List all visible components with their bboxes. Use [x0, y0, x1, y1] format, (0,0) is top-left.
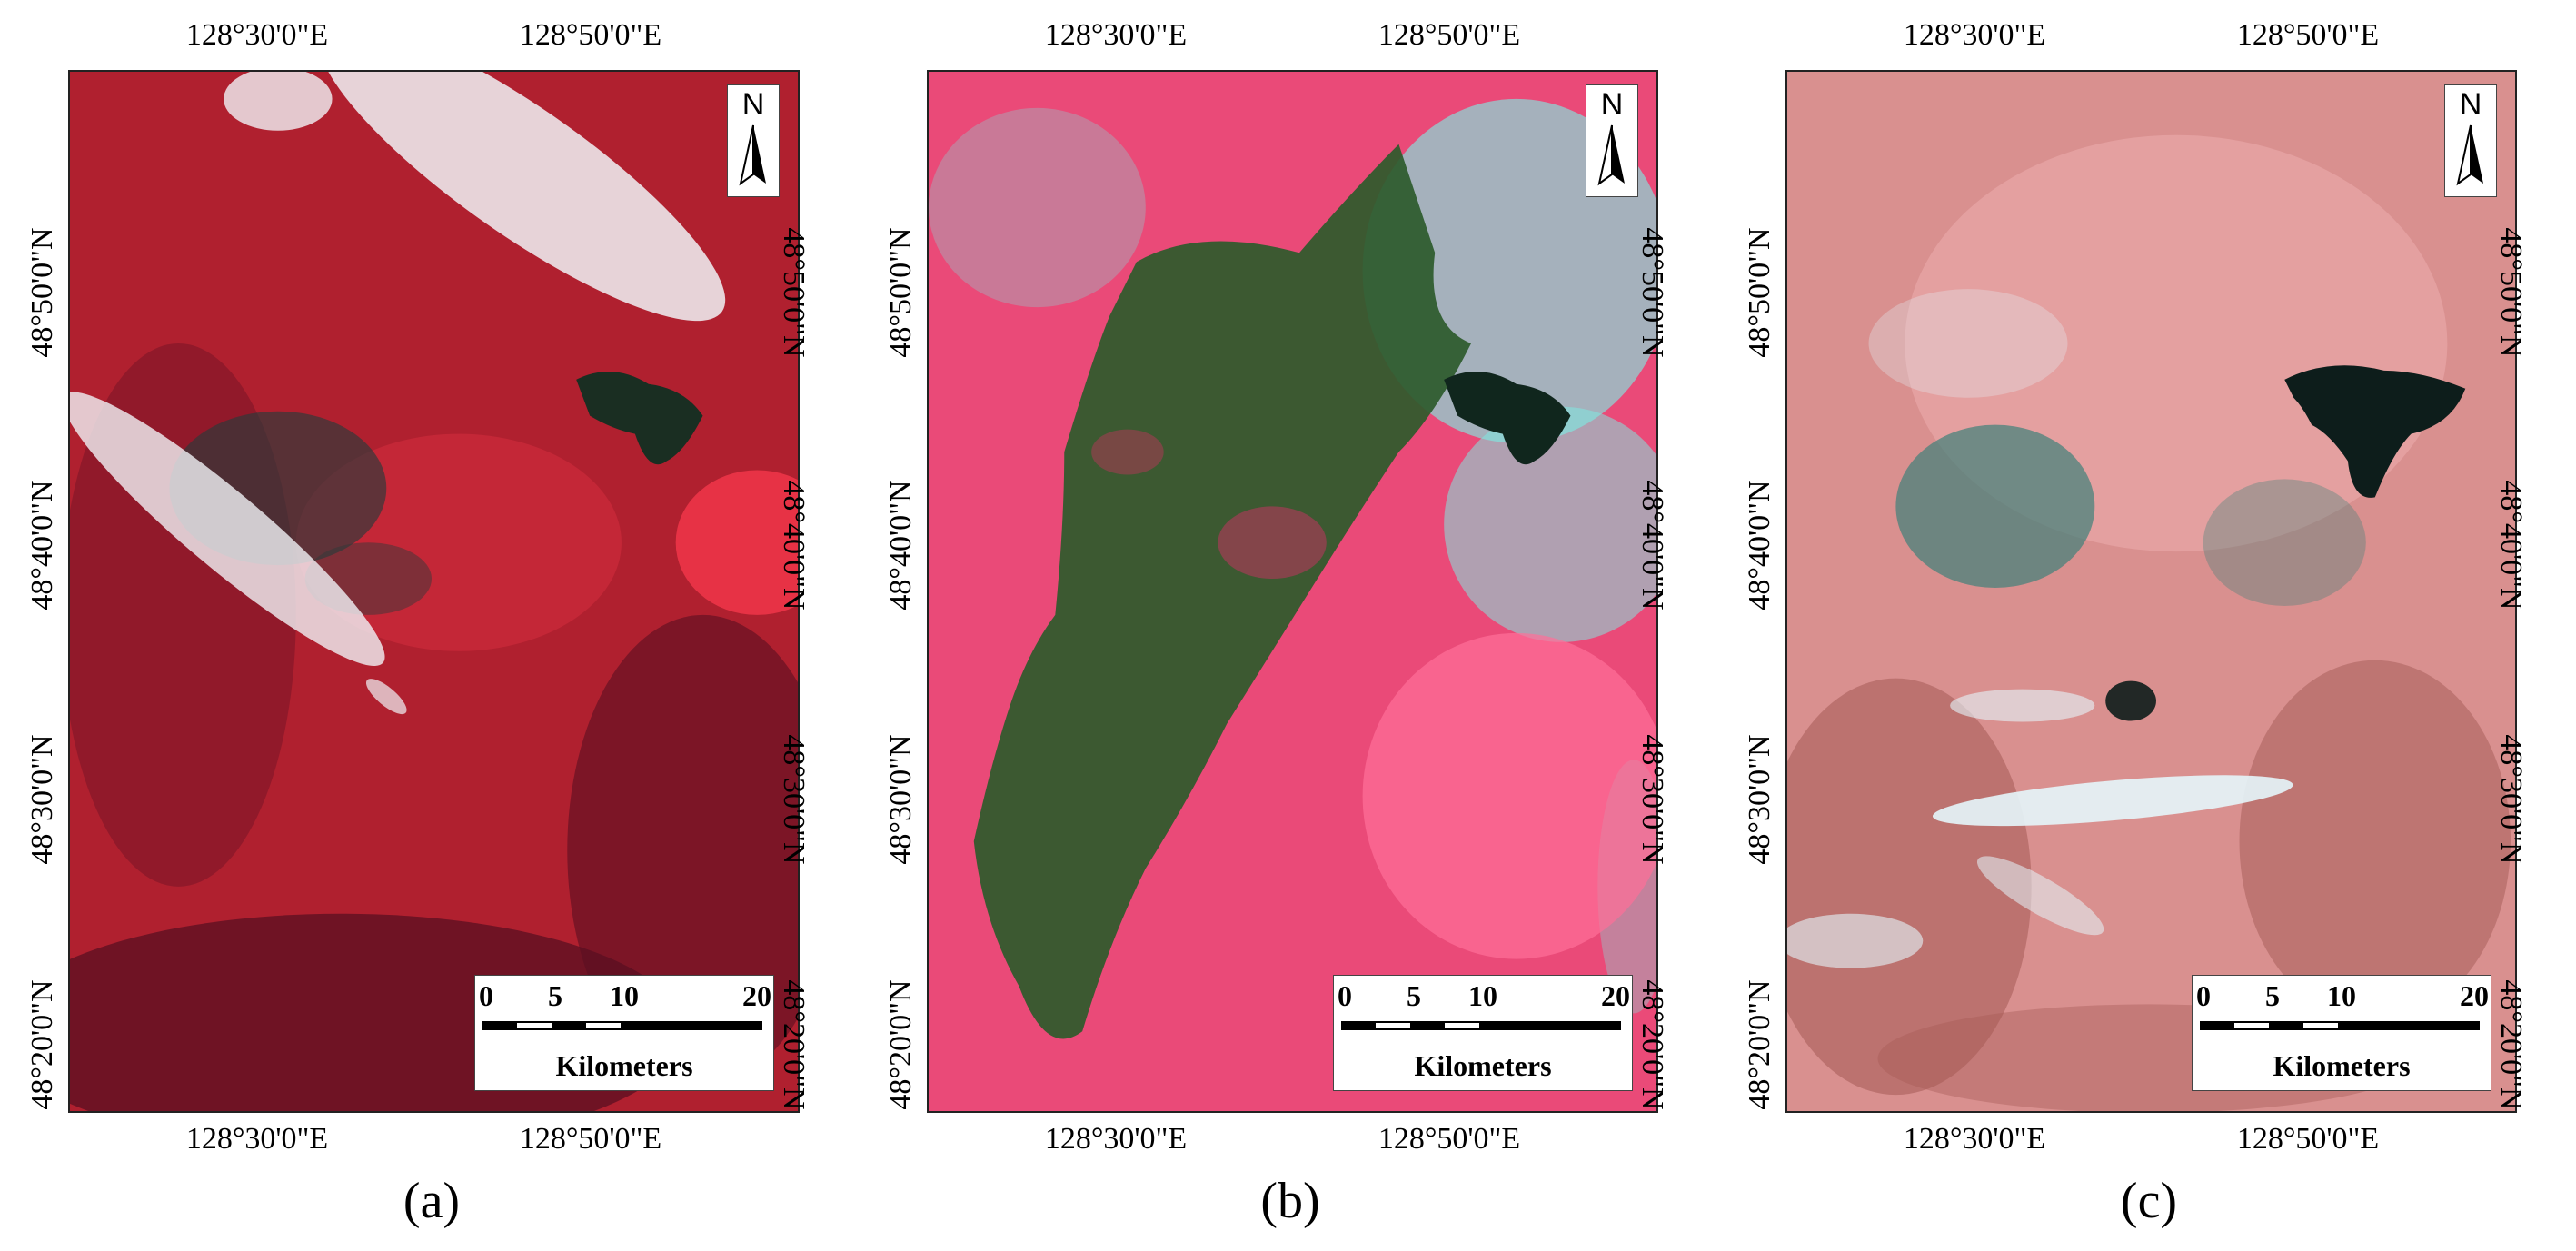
north-arrow: N	[727, 84, 780, 197]
satellite-imagery-c	[1787, 72, 2515, 1111]
lon-label-bottom: 128°30'0"E	[1044, 1122, 1188, 1156]
lon-label-bottom: 128°50'0"E	[1378, 1122, 1521, 1156]
scale-tick-20: 20	[1601, 979, 1630, 1012]
lon-label-bottom: 128°50'0"E	[2236, 1122, 2380, 1156]
lat-label-right: 48°20'0"N	[2494, 979, 2528, 1110]
scale-tick-10: 10	[2327, 979, 2356, 1012]
scale-bar: 0 5 10 20 Kilometers	[1333, 975, 1633, 1091]
caption-paren: )	[2160, 1173, 2178, 1229]
scale-tick-0: 0	[1338, 979, 1352, 1012]
caption-letter: c	[2137, 1173, 2161, 1229]
lat-label-left: 48°20'0"N	[884, 979, 918, 1110]
lon-label-top: 128°50'0"E	[519, 18, 662, 52]
lon-label-top: 128°30'0"E	[1044, 18, 1188, 52]
satellite-imagery-a	[70, 72, 798, 1111]
lon-label-top: 128°30'0"E	[1903, 18, 2046, 52]
scale-unit: Kilometers	[2273, 1049, 2411, 1082]
panel-caption: (b)	[1260, 1172, 1319, 1230]
lat-label-left: 48°20'0"N	[1743, 979, 1776, 1110]
lon-label-top: 128°30'0"E	[185, 18, 329, 52]
north-arrow-icon	[2456, 124, 2483, 186]
lon-label-bottom: 128°50'0"E	[519, 1122, 662, 1156]
lat-label-left: 48°40'0"N	[1743, 480, 1776, 611]
north-arrow: N	[2444, 84, 2497, 197]
lat-label-right: 48°30'0"N	[777, 734, 811, 865]
lat-label-right: 48°30'0"N	[1636, 734, 1669, 865]
scale-bar: 0 5 10 20 Kilometers	[2192, 975, 2491, 1091]
lat-label-right: 48°40'0"N	[777, 480, 811, 611]
caption-paren: )	[1303, 1173, 1320, 1229]
lat-label-left: 48°20'0"N	[25, 979, 59, 1110]
lat-label-left: 48°30'0"N	[1743, 734, 1776, 865]
caption-paren: (	[2120, 1173, 2138, 1229]
scale-tick-0: 0	[479, 979, 493, 1012]
scale-tick-5: 5	[2265, 979, 2280, 1012]
caption-paren: (	[1260, 1173, 1278, 1229]
lat-label-right: 48°30'0"N	[2494, 734, 2528, 865]
lat-label-left: 48°30'0"N	[884, 734, 918, 865]
scale-tick-5: 5	[1407, 979, 1421, 1012]
north-letter: N	[741, 87, 765, 122]
lat-label-right: 48°50'0"N	[1636, 227, 1669, 358]
lat-label-left: 48°50'0"N	[884, 227, 918, 358]
map-frame: N 0 5 10 20 Kilometers	[927, 70, 1658, 1113]
caption-paren: )	[443, 1173, 461, 1229]
lat-label-left: 48°30'0"N	[25, 734, 59, 865]
caption-letter: b	[1278, 1173, 1303, 1229]
scale-bar-graphic	[1341, 1021, 1621, 1030]
panel-caption: (c)	[2121, 1172, 2177, 1230]
scale-tick-20: 20	[2460, 979, 2489, 1012]
scale-unit: Kilometers	[555, 1049, 693, 1082]
panel-caption: (a)	[403, 1172, 460, 1230]
lat-label-left: 48°50'0"N	[25, 227, 59, 358]
scale-bar-graphic	[2200, 1021, 2480, 1030]
scale-tick-10: 10	[1468, 979, 1497, 1012]
lat-label-right: 48°50'0"N	[2494, 227, 2528, 358]
north-letter: N	[2459, 87, 2482, 122]
lat-label-left: 48°40'0"N	[25, 480, 59, 611]
north-arrow-icon	[739, 124, 766, 186]
lat-label-left: 48°40'0"N	[884, 480, 918, 611]
lon-label-bottom: 128°30'0"E	[1903, 1122, 2046, 1156]
scale-tick-0: 0	[2196, 979, 2211, 1012]
panel-a: 128°30'0"E 128°50'0"E N 0 5	[18, 0, 818, 1251]
lat-label-left: 48°50'0"N	[1743, 227, 1776, 358]
lon-label-top: 128°50'0"E	[1378, 18, 1521, 52]
north-arrow: N	[1586, 84, 1638, 197]
lat-label-right: 48°50'0"N	[777, 227, 811, 358]
lat-label-right: 48°20'0"N	[777, 979, 811, 1110]
map-frame: N 0 5 10 20 Kilometers	[1785, 70, 2517, 1113]
caption-paren: (	[403, 1173, 421, 1229]
scale-tick-5: 5	[548, 979, 562, 1012]
map-frame: N 0 5 10 20 Kilometers	[68, 70, 800, 1113]
north-letter: N	[1600, 87, 1624, 122]
scale-bar: 0 5 10 20 Kilometers	[474, 975, 774, 1091]
panel-b: 128°30'0"E 128°50'0"E N 0 5 10 20	[877, 0, 1676, 1251]
satellite-imagery-b	[929, 72, 1656, 1111]
north-arrow-icon	[1597, 124, 1625, 186]
lat-label-right: 48°40'0"N	[2494, 480, 2528, 611]
lon-label-bottom: 128°30'0"E	[185, 1122, 329, 1156]
lat-label-right: 48°20'0"N	[1636, 979, 1669, 1110]
panel-c: 128°30'0"E 128°50'0"E N 0	[1736, 0, 2535, 1251]
lon-label-top: 128°50'0"E	[2236, 18, 2380, 52]
scale-bar-graphic	[482, 1021, 762, 1030]
caption-letter: a	[420, 1173, 443, 1229]
scale-unit: Kilometers	[1414, 1049, 1552, 1082]
scale-tick-10: 10	[610, 979, 639, 1012]
scale-tick-20: 20	[742, 979, 771, 1012]
lat-label-right: 48°40'0"N	[1636, 480, 1669, 611]
